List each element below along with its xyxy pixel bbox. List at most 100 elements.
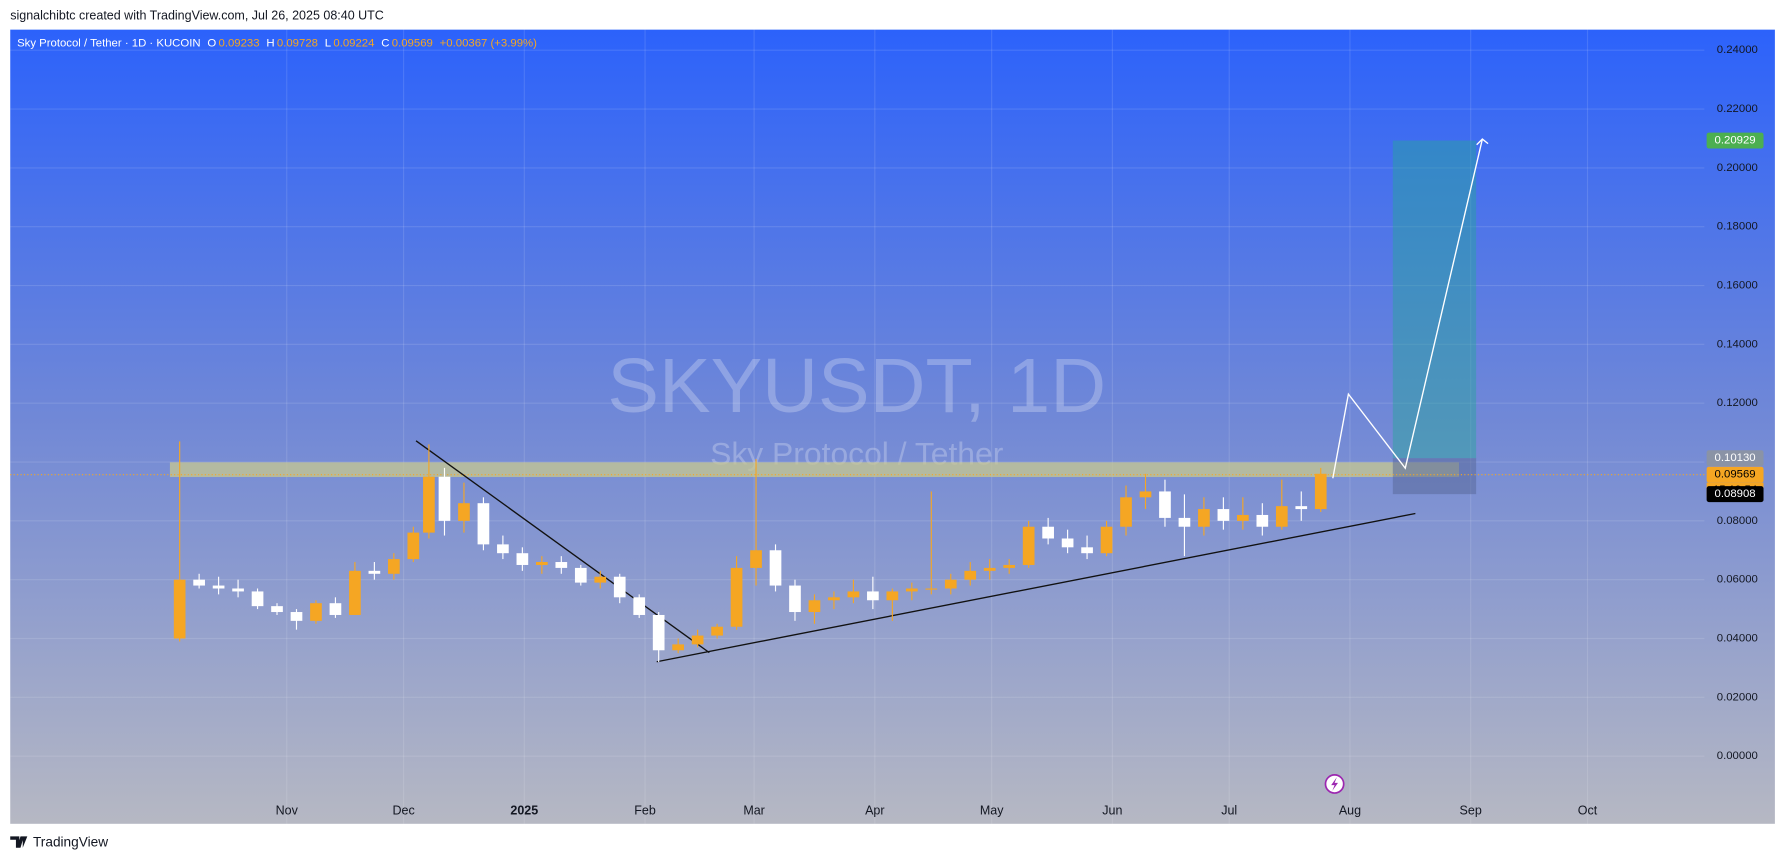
x-tick-label: Feb [634,804,656,818]
drawings [10,140,1705,663]
candle-body [458,503,470,521]
legend-value: 0.09233 [219,37,260,49]
candle-body [423,476,435,533]
candle-body [789,585,801,613]
candle-body [477,503,490,545]
candle-body [1198,509,1210,527]
price-label-box [1706,466,1764,483]
y-tick-label: 0.12000 [1717,397,1758,409]
candle-body [808,600,821,613]
candle-body [368,570,381,574]
legend-key: L [325,37,331,49]
y-tick-label: 0.24000 [1717,44,1758,56]
candle-body [652,614,665,651]
legend-value: 0.09569 [392,37,433,49]
candle-body [905,588,918,592]
candle-body [555,562,568,568]
candle-body [1003,564,1016,568]
candle-body [944,579,957,589]
candle-body [310,603,322,621]
candle-body [349,570,361,615]
footer-brand: TradingView [33,835,108,850]
resistance-zone [169,462,1460,478]
candles [173,441,1327,663]
candle-body [1100,526,1113,554]
candle-body [672,644,684,651]
legend-key: C [381,37,389,49]
candle-body [691,635,704,645]
axes: 0.000000.020000.040000.060000.080000.100… [276,44,1764,818]
candle-body [1217,509,1230,521]
candle-body [1159,491,1171,518]
credit: signalchibtc created with TradingView.co… [10,8,384,22]
footer-logo [10,836,28,848]
candle-body [232,588,244,592]
candle-body [1295,506,1308,510]
x-tick-label: Mar [743,804,765,818]
x-tick-label: May [980,804,1004,818]
watermark-title: SKYUSDT, 1D [607,343,1106,429]
grid [10,29,1705,824]
legend-symbol: Sky Protocol / Tether · 1D · KUCOIN [17,37,200,49]
candle-body [633,597,646,615]
price-label-box [1706,450,1764,467]
candle-body [574,567,587,583]
candle-body [925,588,938,590]
price-label-box [1706,132,1764,149]
price-label-box [1706,486,1764,503]
candle-body [1275,506,1288,527]
candle-body [1314,473,1327,510]
candle-body [173,579,186,639]
x-tick-label: Oct [1578,804,1598,818]
price-label: 0.08908 [1715,488,1756,500]
y-tick-label: 0.00000 [1717,750,1758,762]
candle-body [964,570,977,580]
candle-body [886,591,899,601]
candle-body [1139,491,1152,498]
y-tick-label: 0.16000 [1717,280,1758,292]
candle-body [1237,514,1249,521]
candle-body [730,567,743,627]
x-tick-label: Sep [1460,804,1482,818]
y-tick-label: 0.14000 [1717,338,1758,350]
candle-body [407,532,420,560]
legend-change: +0.00367 (+3.99%) [440,37,537,49]
candle-body [613,576,626,598]
y-tick-label: 0.04000 [1717,632,1758,644]
x-tick-label: Dec [392,804,414,818]
candle-body [1042,526,1054,539]
x-tick-label: Nov [276,804,299,818]
projection-arrowhead [1476,138,1489,146]
chart-background [10,29,1775,824]
candle-body [1178,517,1191,527]
y-tick-label: 0.02000 [1717,691,1758,703]
legend-value: 0.09728 [277,37,318,49]
candle-body [711,626,723,636]
candle-body [983,567,996,571]
trendline [656,512,1416,663]
candle-body [867,591,879,601]
candle-body [769,550,782,586]
y-tick-label: 0.20000 [1717,162,1758,174]
y-tick-label: 0.18000 [1717,221,1758,233]
legend-key: H [266,37,274,49]
y-tick-label: 0.22000 [1717,103,1758,115]
candle-body [1081,547,1093,554]
x-tick-label: Apr [865,804,884,818]
candle-body [536,562,548,565]
price-label: 0.10130 [1715,452,1756,464]
candle-body [1061,538,1074,548]
position-stop [1392,458,1477,495]
candle-body [497,544,509,554]
candle-body [251,591,264,607]
candle-body [438,476,451,521]
x-tick-label: Jul [1221,804,1237,818]
candle-body [212,585,225,589]
candle-body [271,606,283,613]
candle-body [1022,526,1035,565]
candle-body [290,612,303,621]
candle-body [516,553,529,565]
price-label: 0.09569 [1715,469,1756,481]
event-icon-bolt [1331,777,1338,791]
